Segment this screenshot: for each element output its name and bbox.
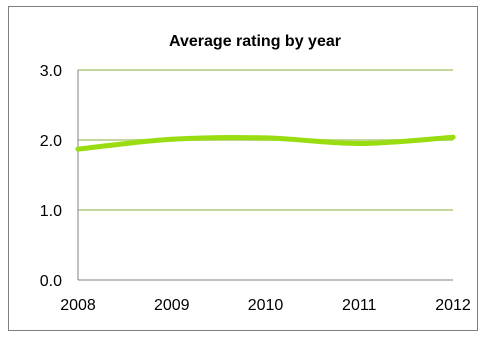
axes bbox=[77, 70, 453, 281]
x-tick-label: 2010 bbox=[248, 297, 284, 314]
x-tick-labels: 2008 2009 2010 2011 2012 bbox=[60, 297, 471, 314]
x-tick-label: 2012 bbox=[435, 297, 471, 314]
data-point-2012 bbox=[450, 134, 456, 140]
data-point-2008 bbox=[75, 146, 81, 152]
series-layer bbox=[75, 134, 456, 152]
x-tick-label: 2008 bbox=[60, 297, 96, 314]
chart-title: Average rating by year bbox=[169, 33, 341, 50]
data-point-2011 bbox=[356, 141, 362, 146]
y-tick-label: 0.0 bbox=[40, 273, 62, 290]
chart-frame bbox=[8, 6, 478, 331]
data-point-2010 bbox=[263, 135, 268, 141]
x-tick-label: 2009 bbox=[154, 297, 190, 314]
y-tick-label: 1.0 bbox=[40, 203, 62, 220]
data-point-2009 bbox=[169, 136, 175, 142]
x-tick-label: 2011 bbox=[342, 297, 377, 314]
y-tick-label: 2.0 bbox=[40, 133, 62, 150]
y-tick-label: 3.0 bbox=[40, 63, 62, 80]
y-tick-labels: 0.0 1.0 2.0 3.0 bbox=[40, 63, 62, 290]
